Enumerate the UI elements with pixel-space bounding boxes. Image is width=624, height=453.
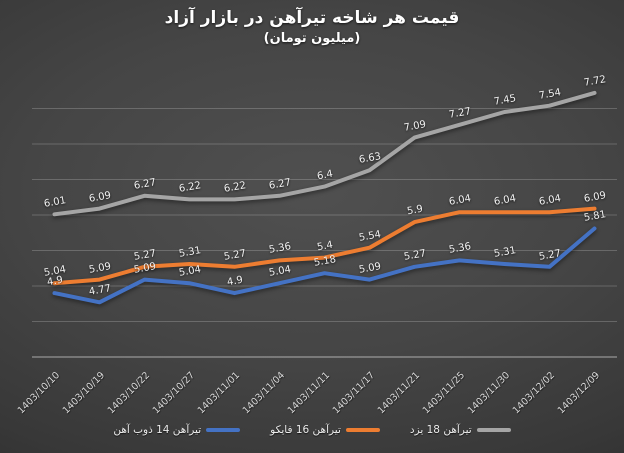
chart-subtitle: (میلیون تومان) xyxy=(263,31,361,46)
legend-label: تیرآهن 18 یزد xyxy=(409,424,472,436)
chart-title: قیمت هر شاخه تیرآهن در بازار آزاد xyxy=(164,8,460,28)
legend-marker-icon xyxy=(476,428,511,432)
legend-item-1: تیرآهن 16 فایکو xyxy=(270,424,380,436)
series-line-0 xyxy=(52,226,597,305)
legend-label: تیرآهن 16 فایکو xyxy=(270,424,341,436)
legend-item-0: تیرآهن 14 ذوب آهن xyxy=(113,424,241,436)
legend-marker-icon xyxy=(345,428,380,432)
legend-marker-icon xyxy=(206,428,241,432)
legend-item-2: تیرآهن 18 یزد xyxy=(410,424,511,436)
series-line-1 xyxy=(52,206,597,286)
legend: تیرآهن 14 ذوب آهن تیرآهن 16 فایکو تیرآهن 1… xyxy=(0,424,624,436)
series-line-2 xyxy=(52,90,597,217)
legend-label: تیرآهن 14 ذوب آهن xyxy=(113,424,202,436)
